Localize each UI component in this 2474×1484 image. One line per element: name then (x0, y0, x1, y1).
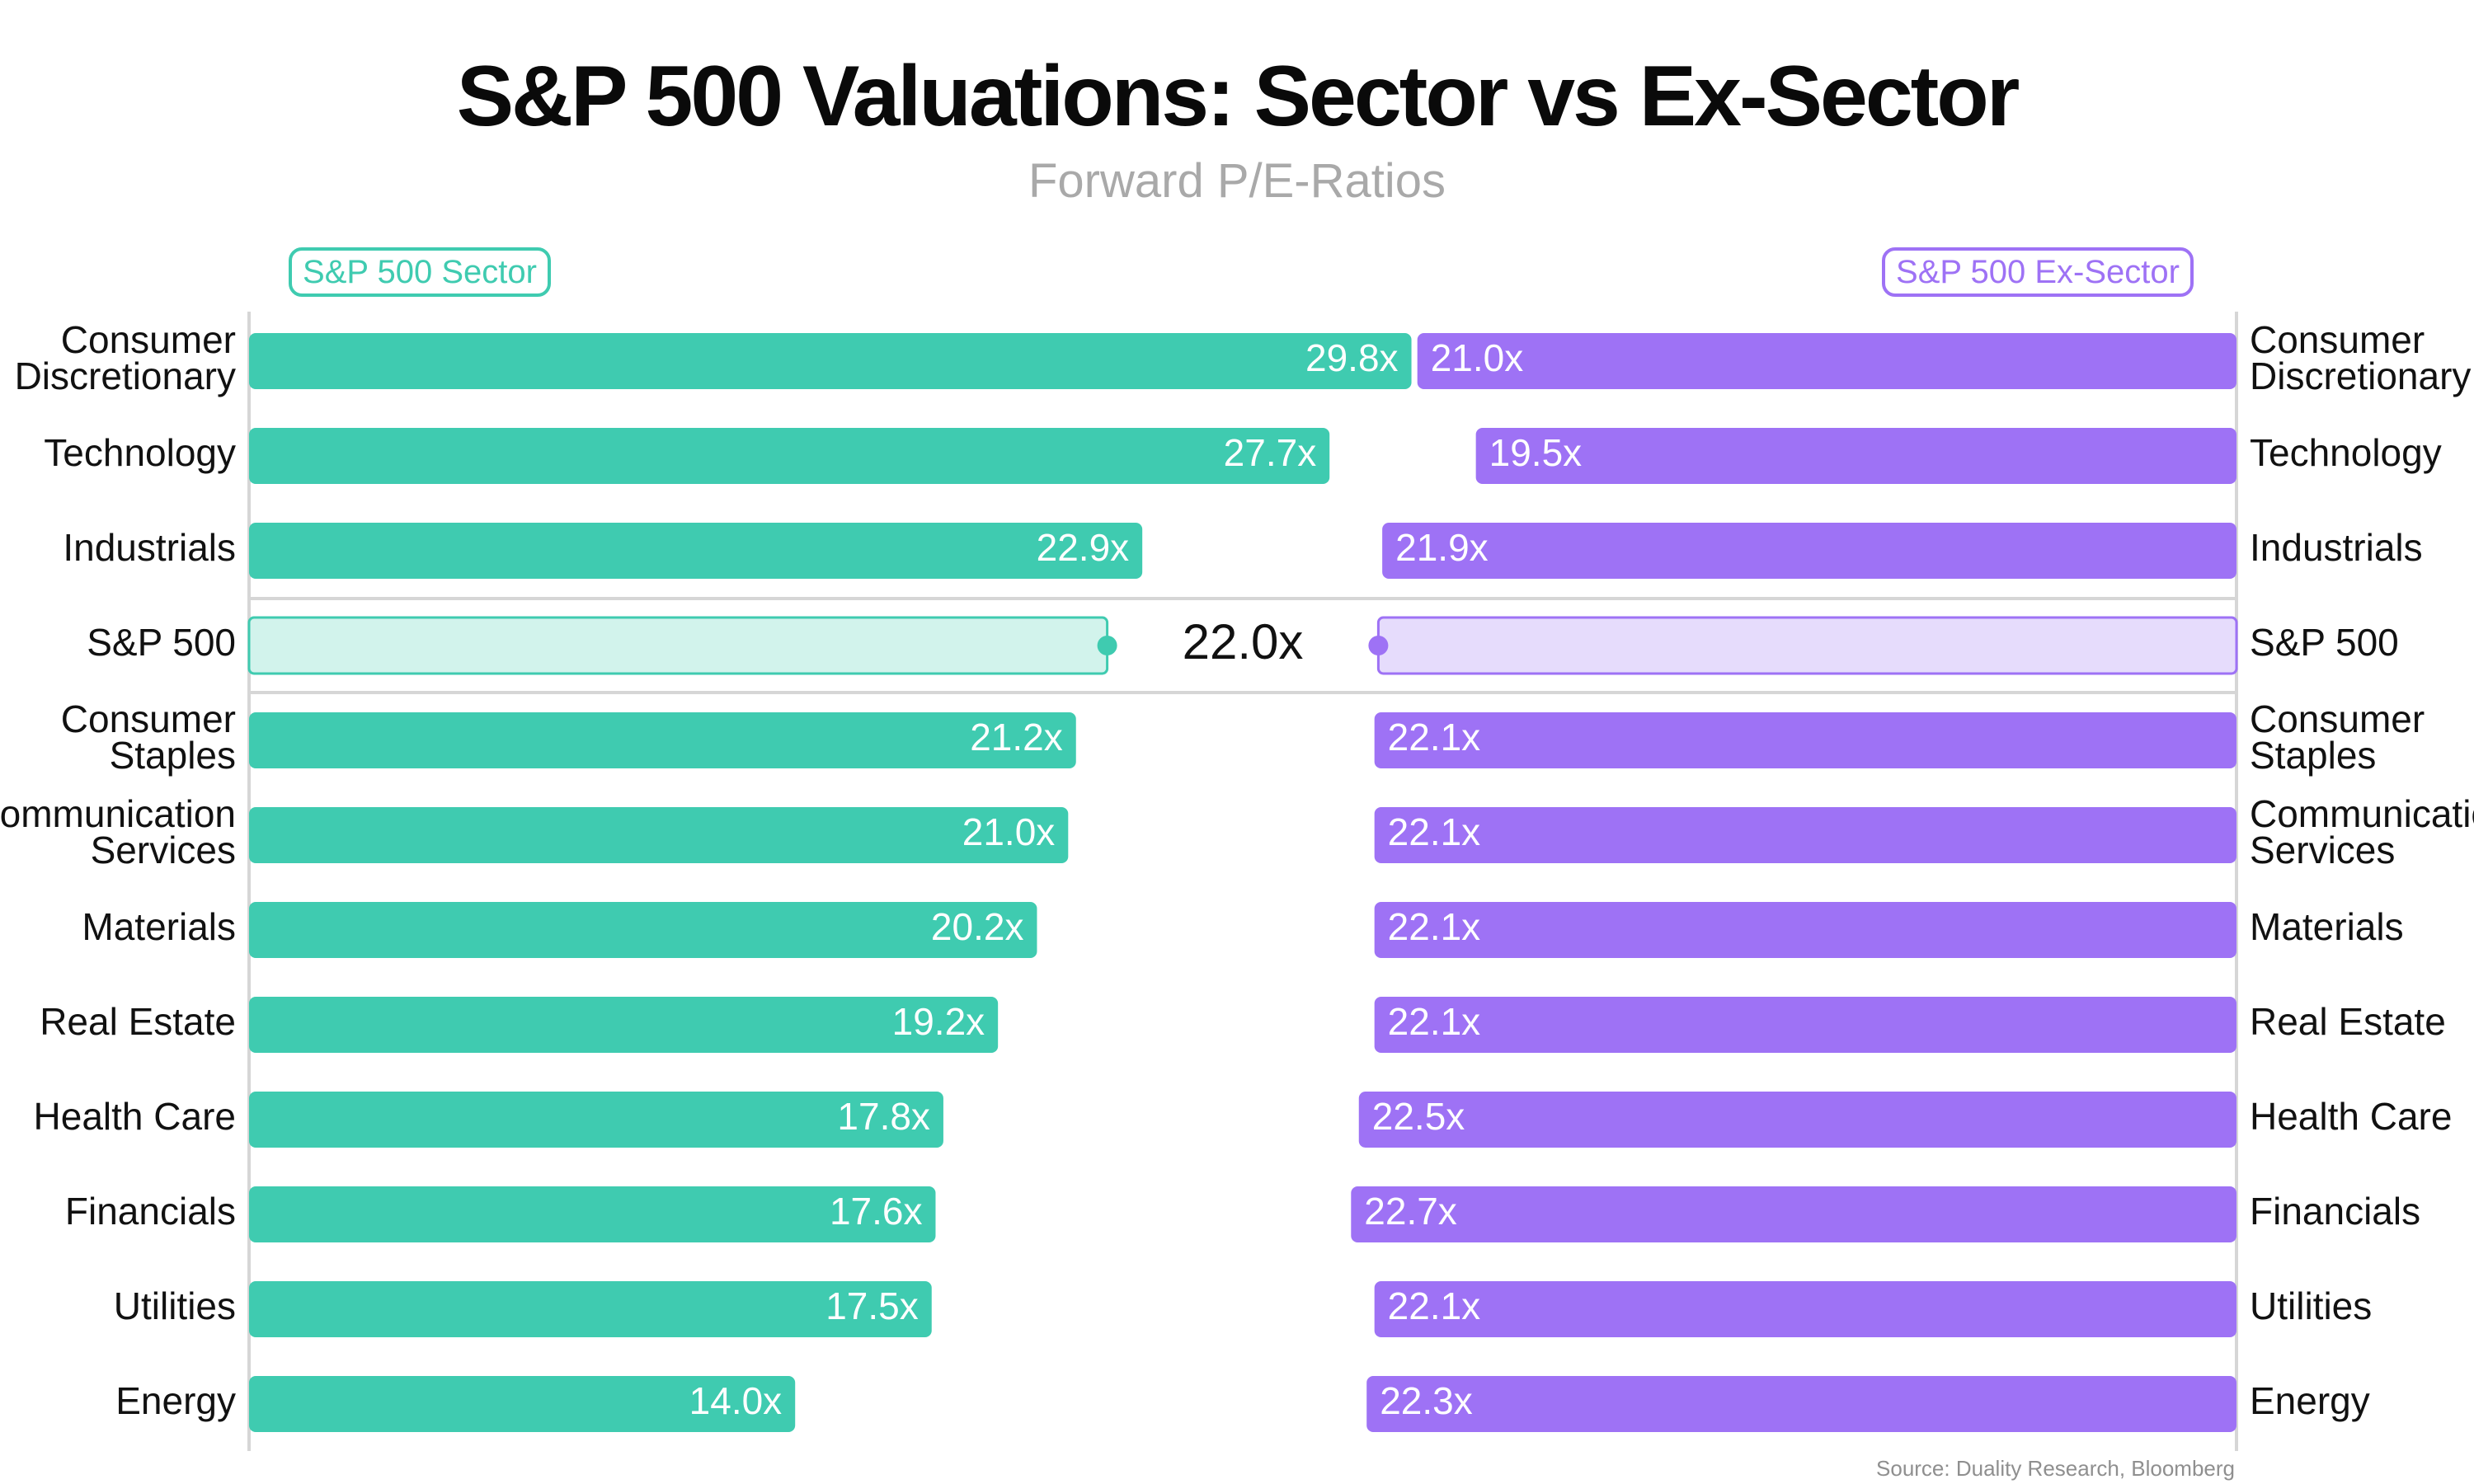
value-label-sector-energy: 14.0x (689, 1379, 783, 1422)
bar-sector-real-estate (249, 997, 999, 1053)
bar-ex-sector-real-estate (1374, 997, 2236, 1053)
category-label-right-real-estate: Real Estate (2250, 1000, 2446, 1043)
category-label-left-materials: Materials (82, 905, 236, 948)
bar-ex-sector-technology (1475, 428, 2236, 484)
bar-sector-industrials (249, 523, 1143, 579)
benchmark-dot-ex-sector (1368, 636, 1389, 655)
bar-sector-utilities (249, 1281, 932, 1337)
benchmark-dot-sector (1097, 636, 1117, 655)
bar-ex-sector-consumer-discretionary (1417, 333, 2236, 389)
legend-sector: S&P 500 Sector (289, 247, 551, 297)
value-label-ex-sector-technology: 19.5x (1489, 431, 1583, 474)
category-label-right-utilities: Utilities (2250, 1284, 2372, 1327)
value-label-ex-sector-real-estate: 22.1x (1388, 1000, 1481, 1043)
bar-ex-sector-energy (1366, 1376, 2236, 1432)
value-label-ex-sector-energy: 22.3x (1380, 1379, 1473, 1422)
value-label-sector-consumer-staples: 21.2x (970, 716, 1063, 758)
bar-sector-energy (249, 1376, 796, 1432)
bar-ex-sector-health-care (1358, 1092, 2236, 1148)
category-label-right-technology: Technology (2250, 431, 2442, 474)
bar-sector-consumer-staples (249, 712, 1076, 768)
category-label-left-communication-services: CommunicationServices (0, 792, 236, 871)
bar-ex-sector-financials (1351, 1186, 2236, 1242)
category-label-right-materials: Materials (2250, 905, 2404, 948)
bar-sector-technology (249, 428, 1330, 484)
value-label-ex-sector-health-care: 22.5x (1372, 1095, 1465, 1138)
source-note: Source: Duality Research, Bloomberg (1876, 1456, 2235, 1481)
value-label-ex-sector-consumer-discretionary: 21.0x (1431, 336, 1524, 379)
category-label-left-health-care: Health Care (34, 1095, 236, 1138)
value-label-ex-sector-utilities: 22.1x (1388, 1284, 1481, 1327)
category-label-right-financials: Financials (2250, 1190, 2420, 1233)
bar-ex-sector-industrials (1382, 523, 2236, 579)
category-label-right-energy: Energy (2250, 1379, 2370, 1422)
value-label-sector-health-care: 17.8x (837, 1095, 930, 1138)
category-label-right-sandp-500: S&P 500 (2250, 621, 2399, 664)
category-label-right-communication-services: CommunicationServices (2250, 792, 2474, 871)
category-label-left-financials: Financials (65, 1190, 236, 1233)
bar-ex-sector-utilities (1374, 1281, 2236, 1337)
value-label-ex-sector-industrials: 21.9x (1395, 526, 1489, 569)
bar-sector-health-care (249, 1092, 943, 1148)
category-label-right-consumer-discretionary: Consumer Discretionary (2250, 318, 2471, 397)
value-label-sector-financials: 17.6x (830, 1190, 923, 1233)
benchmark-value-label: 22.0x (1183, 614, 1304, 669)
category-label-left-real-estate: Real Estate (40, 1000, 236, 1043)
value-label-sector-materials: 20.2x (931, 905, 1024, 948)
chart-subtitle: Forward P/E-Ratios (1028, 154, 1446, 208)
category-label-left-consumer-staples: Consumer Staples (61, 697, 236, 777)
category-label-left-consumer-discretionary: Consumer Discretionary (15, 318, 236, 397)
bar-sector-sandp-500 (247, 616, 1109, 675)
bar-sector-communication-services (249, 807, 1069, 863)
category-label-left-utilities: Utilities (114, 1284, 236, 1327)
chart-title: S&P 500 Valuations: Sector vs Ex-Sector (456, 49, 2020, 144)
bar-ex-sector-sandp-500 (1376, 616, 2238, 675)
value-label-ex-sector-materials: 22.1x (1388, 905, 1481, 948)
bar-sector-materials (249, 902, 1037, 958)
category-label-left-technology: Technology (44, 431, 236, 474)
value-label-ex-sector-communication-services: 22.1x (1388, 810, 1481, 853)
category-label-left-sandp-500: S&P 500 (87, 621, 236, 664)
bar-sector-financials (249, 1186, 936, 1242)
value-label-sector-utilities: 17.5x (825, 1284, 919, 1327)
value-label-sector-technology: 27.7x (1224, 431, 1317, 474)
bar-ex-sector-consumer-staples (1374, 712, 2236, 768)
value-label-sector-communication-services: 21.0x (962, 810, 1056, 853)
value-label-ex-sector-financials: 22.7x (1364, 1190, 1457, 1233)
legend-ex-sector: S&P 500 Ex-Sector (1882, 247, 2194, 297)
value-label-ex-sector-consumer-staples: 22.1x (1388, 716, 1481, 758)
value-label-sector-consumer-discretionary: 29.8x (1305, 336, 1399, 379)
value-label-sector-real-estate: 19.2x (892, 1000, 985, 1043)
category-label-left-industrials: Industrials (63, 526, 236, 569)
bar-ex-sector-communication-services (1374, 807, 2236, 863)
value-label-sector-industrials: 22.9x (1037, 526, 1130, 569)
category-label-right-industrials: Industrials (2250, 526, 2423, 569)
category-label-left-energy: Energy (115, 1379, 236, 1422)
category-label-right-consumer-staples: Consumer Staples (2250, 697, 2425, 777)
bar-ex-sector-materials (1374, 902, 2236, 958)
category-label-right-health-care: Health Care (2250, 1095, 2452, 1138)
bar-sector-consumer-discretionary (249, 333, 1412, 389)
